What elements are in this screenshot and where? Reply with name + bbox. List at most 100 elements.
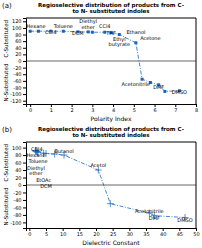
annotation: Ethylbutyrate: [109, 36, 130, 49]
annotation: Hexane: [27, 23, 46, 29]
annotation: DMSO: [172, 89, 187, 95]
y-tick-mark: [23, 222, 26, 223]
x-tick-label: 20: [93, 231, 99, 237]
annotations: HexaneCCl4TolueneDiethyletherDCMCCl4THFE…: [27, 18, 188, 95]
x-tick: 7: [174, 104, 177, 113]
x-tick: 20: [93, 228, 99, 237]
y-tick: -20: [13, 190, 26, 196]
reference-line: [26, 61, 196, 62]
x-tick-label: 3: [91, 107, 94, 113]
y-tick-label: -40: [13, 197, 21, 203]
y-tick-label: 40: [15, 167, 21, 173]
y-tick: 0: [18, 58, 26, 64]
y-tick-label: 80: [15, 32, 21, 38]
point: [37, 30, 40, 33]
y-tick-mark: [23, 68, 26, 69]
x-tick: 3: [91, 104, 94, 113]
point: [107, 200, 114, 207]
y-tick-mark: [23, 207, 26, 208]
plot-area: 05101520253035404550-100-80-60-40-200204…: [10, 142, 200, 246]
y-tick-mark: [23, 101, 26, 102]
annotation: DCM: [40, 183, 52, 189]
y-tick-label: 20: [15, 175, 21, 181]
x-tick: 40: [160, 228, 166, 237]
y-tick: -20: [13, 65, 26, 71]
y-tick-label: -80: [13, 85, 21, 91]
y-tick-mark: [23, 192, 26, 193]
y-tick-label: -20: [13, 190, 21, 196]
y-tick: -40: [13, 197, 26, 203]
x-tick-label: 35: [143, 231, 149, 237]
y-tick: 40: [15, 45, 26, 51]
y-tick: 60: [15, 38, 26, 44]
point: [134, 41, 137, 44]
y-tick-mark: [23, 61, 26, 62]
y-axis-line: [23, 19, 27, 105]
x-tick-label: 30: [127, 231, 133, 237]
y-tick: -80: [13, 85, 26, 91]
y-tick-mark: [23, 148, 26, 149]
y-tick-mark: [23, 87, 26, 88]
annotation: DCM: [72, 30, 84, 36]
panel-label: (b): [2, 126, 12, 134]
x-tick-label: 40: [160, 231, 166, 237]
x-tick: 0: [29, 104, 32, 113]
line: [36, 151, 185, 218]
y-tick-label: -60: [13, 205, 21, 211]
y-tick-label: 0: [18, 182, 21, 188]
frame-top: [26, 18, 196, 19]
y-tick-mark: [23, 48, 26, 49]
title: Regioselective distribution of products …: [38, 2, 184, 14]
x-tick-label: 25: [110, 231, 116, 237]
title: Regioselective distribution of products …: [38, 126, 184, 138]
x-tick-label: 15: [77, 231, 83, 237]
x-tick-label: 7: [174, 107, 177, 113]
y-tick: -40: [13, 71, 26, 77]
point: [87, 30, 90, 33]
x-tick: 50: [193, 228, 199, 237]
y-tick-mark: [23, 215, 26, 216]
annotation: Diethylether: [79, 18, 97, 30]
annotation: THF: [105, 30, 116, 36]
annotation: Acetone: [140, 35, 160, 41]
annotation: CCl4: [45, 29, 57, 35]
y-tick: -100: [10, 91, 26, 97]
x-tick-label: 8: [195, 107, 198, 113]
y-tick-mark: [23, 74, 26, 75]
x-tick: 4: [112, 104, 115, 113]
x-tick: 1: [50, 104, 53, 113]
panel-label: (a): [2, 2, 12, 10]
x-axis-label: Polarity Index: [91, 115, 132, 123]
y-tick: 0: [18, 182, 26, 188]
y-tick-mark: [23, 41, 26, 42]
point: [62, 30, 65, 33]
x-tick: 8: [195, 104, 198, 113]
y-tick: -120: [10, 98, 26, 104]
annotation: Acetonitrile: [135, 208, 164, 214]
annotation: Acetol: [91, 162, 107, 168]
y-tick: 100: [12, 145, 26, 151]
y-tick: -100: [10, 219, 26, 225]
y-axis-label: C-Substituted: [3, 20, 9, 58]
y-tick-label: 0: [18, 58, 21, 64]
annotation: DMF: [149, 215, 160, 221]
annotation: DMSO: [177, 217, 192, 223]
y-tick-label: 60: [15, 38, 21, 44]
y-tick-mark: [23, 94, 26, 95]
y-tick-label: 20: [15, 51, 21, 57]
marks: [26, 30, 196, 93]
x-tick: 35: [143, 228, 149, 237]
y-tick-mark: [23, 170, 26, 171]
x-tick-label: 2: [71, 107, 74, 113]
x-tick: 25: [110, 228, 116, 237]
x-tick: 0: [28, 228, 31, 237]
annotation: DMF: [153, 84, 164, 90]
chart-container: (a) Regioselective distribution of produc…: [0, 0, 202, 248]
x-tick: 2: [71, 104, 74, 113]
annotation: Toluene: [53, 23, 73, 29]
x-tick: 45: [177, 228, 183, 237]
annotation: Butanol: [54, 148, 73, 154]
x-tick-label: 5: [45, 231, 48, 237]
annotation: CCl4: [31, 146, 43, 152]
y-tick: 100: [12, 25, 26, 31]
